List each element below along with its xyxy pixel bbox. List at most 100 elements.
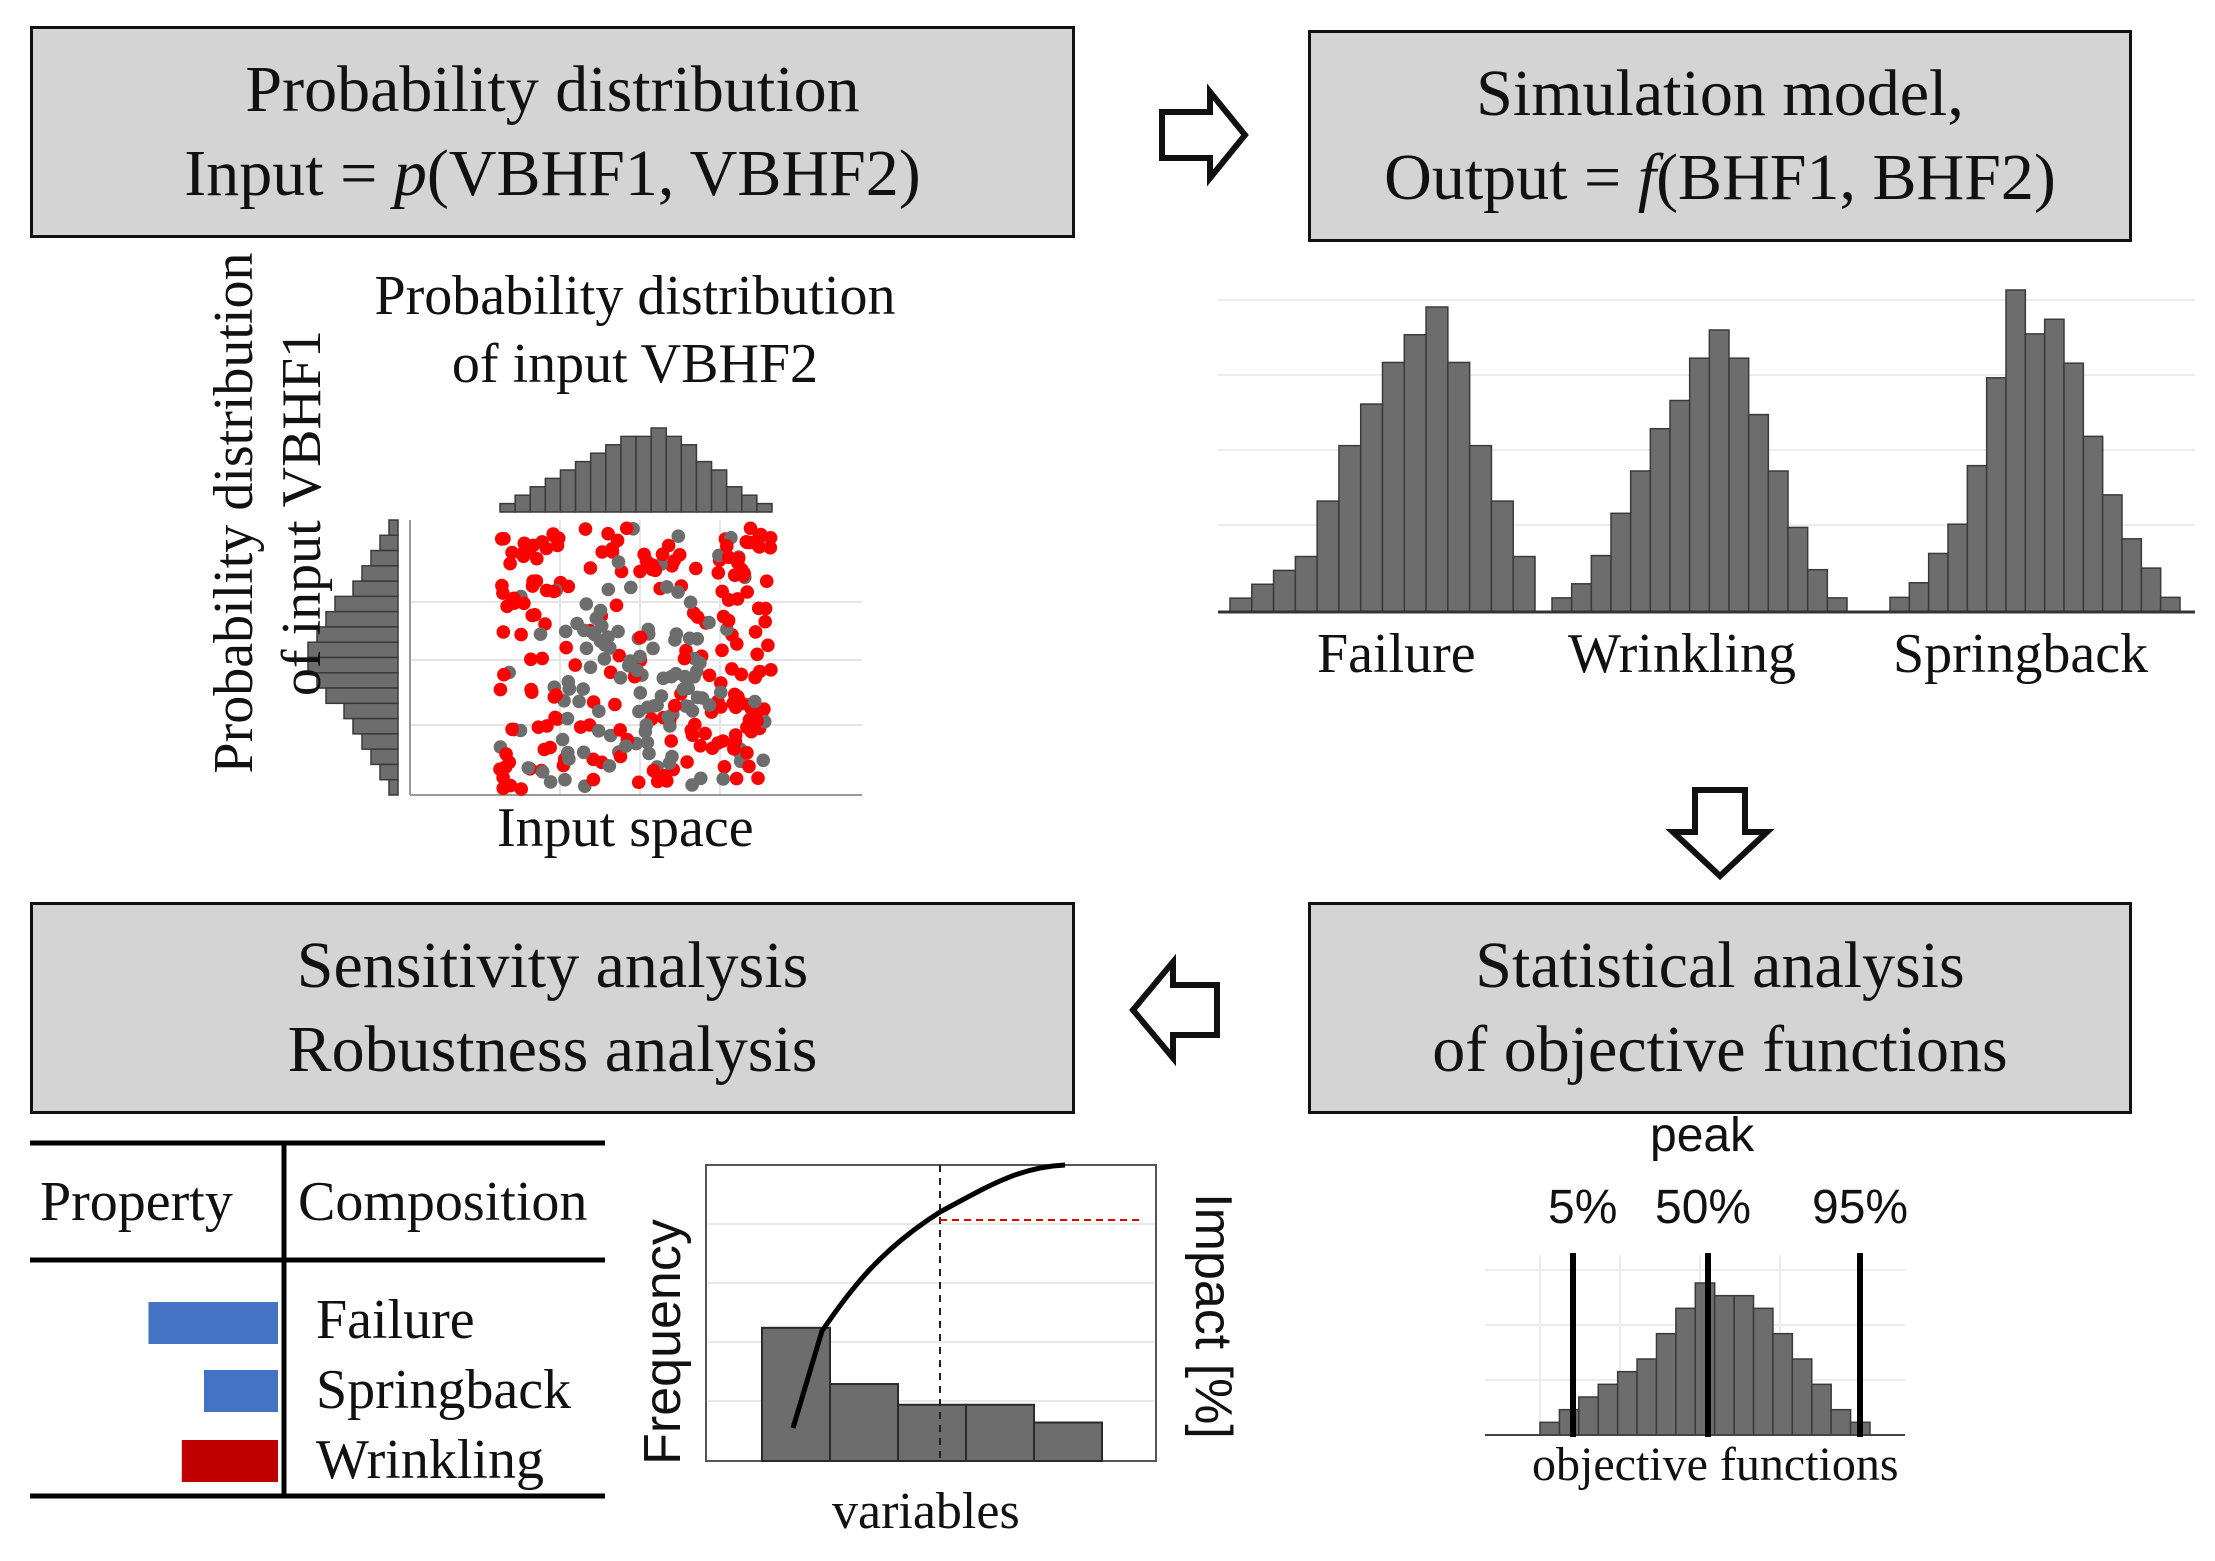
springback-hist-bar xyxy=(2005,289,2027,613)
peak-label: peak xyxy=(1650,1109,1755,1162)
stats-hist-bar xyxy=(1713,1294,1735,1436)
scatter-point xyxy=(543,775,558,789)
scatter-point xyxy=(505,722,519,737)
springback-hist-bar xyxy=(2063,362,2085,613)
scatter-point xyxy=(530,551,544,566)
scatter-point xyxy=(750,647,764,662)
scatter-point xyxy=(497,531,511,546)
frequency-axis-label: Frequency xyxy=(633,1219,692,1465)
scatter-point xyxy=(717,760,732,774)
failure-hist-bar xyxy=(1381,361,1406,613)
scatter-point xyxy=(664,734,678,748)
stats-hist-bar xyxy=(1597,1383,1619,1436)
scatter-point xyxy=(756,753,770,768)
springback-hist-bar xyxy=(1927,552,1949,613)
stats-hist-bar xyxy=(1616,1370,1638,1436)
input-top-hist-bar xyxy=(710,469,728,513)
sensitivity-analysis-box: Sensitivity analysis Robustness analysis xyxy=(30,902,1075,1114)
wrinkling-hist-bar xyxy=(1826,597,1848,613)
scatter-point xyxy=(751,771,765,785)
scatter-point xyxy=(715,643,729,658)
failure-hist-bar xyxy=(1229,597,1253,613)
sensitivity-bar xyxy=(148,1302,278,1344)
scatter-point xyxy=(730,637,744,651)
scatter-point xyxy=(503,556,517,571)
scatter-point xyxy=(631,775,646,790)
scatter-point xyxy=(595,619,609,633)
wrinkling-hist-bar xyxy=(1806,568,1829,613)
scatter-point xyxy=(525,608,539,623)
wrinkling-hist-bar xyxy=(1629,470,1652,613)
scatter-point xyxy=(613,723,627,737)
stats-hist-bar xyxy=(1811,1383,1832,1436)
springback-label: Springback xyxy=(1893,623,2149,685)
scatter-point xyxy=(722,593,736,607)
wrinkling-hist-bar xyxy=(1728,357,1750,613)
scatter-point xyxy=(601,582,616,597)
stats-hist-bar xyxy=(1772,1332,1794,1436)
scatter-point xyxy=(538,617,552,631)
input-side-histogram xyxy=(307,519,399,796)
scatter-point xyxy=(633,686,648,700)
failure-hist-bar xyxy=(1468,444,1493,613)
box-formula: Input = p(VBHF1, VBHF2) xyxy=(184,137,921,210)
failure-hist-bar xyxy=(1251,583,1275,613)
scatter-point xyxy=(633,649,647,664)
wrinkling-hist-bar xyxy=(1551,597,1573,613)
scatter-point xyxy=(533,627,548,641)
wrinkling-hist-bar xyxy=(1590,554,1612,613)
scatter-point xyxy=(742,713,757,727)
scatter-point xyxy=(680,755,694,769)
input-top-hist-bar xyxy=(559,469,577,513)
scatter-point xyxy=(514,782,528,796)
failure-hist-bar xyxy=(1272,569,1297,613)
scatter-point xyxy=(664,669,679,684)
input-side-hist-bar xyxy=(334,595,399,613)
scatter-point xyxy=(669,627,684,641)
sensitivity-table xyxy=(30,1140,605,1499)
table-row-springback-label: Springback xyxy=(316,1359,572,1421)
scatter-point xyxy=(690,610,705,624)
stats-hist-bar xyxy=(1752,1307,1774,1436)
scatter-point xyxy=(633,630,648,645)
failure-hist-bar xyxy=(1425,306,1449,613)
scatter-point xyxy=(729,771,744,786)
wrinkling-hist-bar xyxy=(1688,357,1711,613)
scatter-point xyxy=(677,651,692,666)
wrinkling-hist-bar xyxy=(1708,329,1730,613)
scatter-point xyxy=(573,720,588,734)
objective-function-histogram xyxy=(1485,1253,1905,1437)
failure-hist-bar xyxy=(1316,500,1340,613)
scatter-point xyxy=(711,566,726,580)
failure-hist-bar xyxy=(1512,555,1536,613)
scatter-point xyxy=(662,756,677,770)
scatter-point xyxy=(535,765,550,779)
scatter-point xyxy=(611,555,626,569)
scatter-point xyxy=(602,759,617,773)
box-formula: Output = f(BHF1, BHF2) xyxy=(1384,141,2056,214)
springback-hist-bar xyxy=(1947,523,1969,613)
scatter-point xyxy=(583,660,598,675)
scatter-point xyxy=(517,536,532,551)
scatter-point xyxy=(687,670,701,684)
scatter-point xyxy=(702,668,717,683)
scatter-point xyxy=(497,667,511,682)
scatter-point xyxy=(748,625,763,639)
springback-hist-bar xyxy=(2082,435,2104,613)
scatter-point xyxy=(682,631,697,646)
scatter-point xyxy=(661,710,675,724)
stats-hist-bar xyxy=(1791,1358,1813,1436)
input-top-hist-bar xyxy=(680,444,698,513)
scatter-point xyxy=(543,740,557,755)
scatter-point xyxy=(698,726,712,741)
table-row-wrinkling-label: Wrinkling xyxy=(316,1429,544,1491)
scatter-point xyxy=(598,638,612,652)
input-side-hist-bar xyxy=(343,702,399,720)
springback-hist-bar xyxy=(1966,464,1988,613)
wrinkling-hist-bar xyxy=(1747,413,1770,613)
scatter-point xyxy=(654,689,669,703)
scatter-point xyxy=(578,522,593,536)
scatter-point xyxy=(748,694,762,709)
arrow-down-icon xyxy=(1665,787,1775,881)
